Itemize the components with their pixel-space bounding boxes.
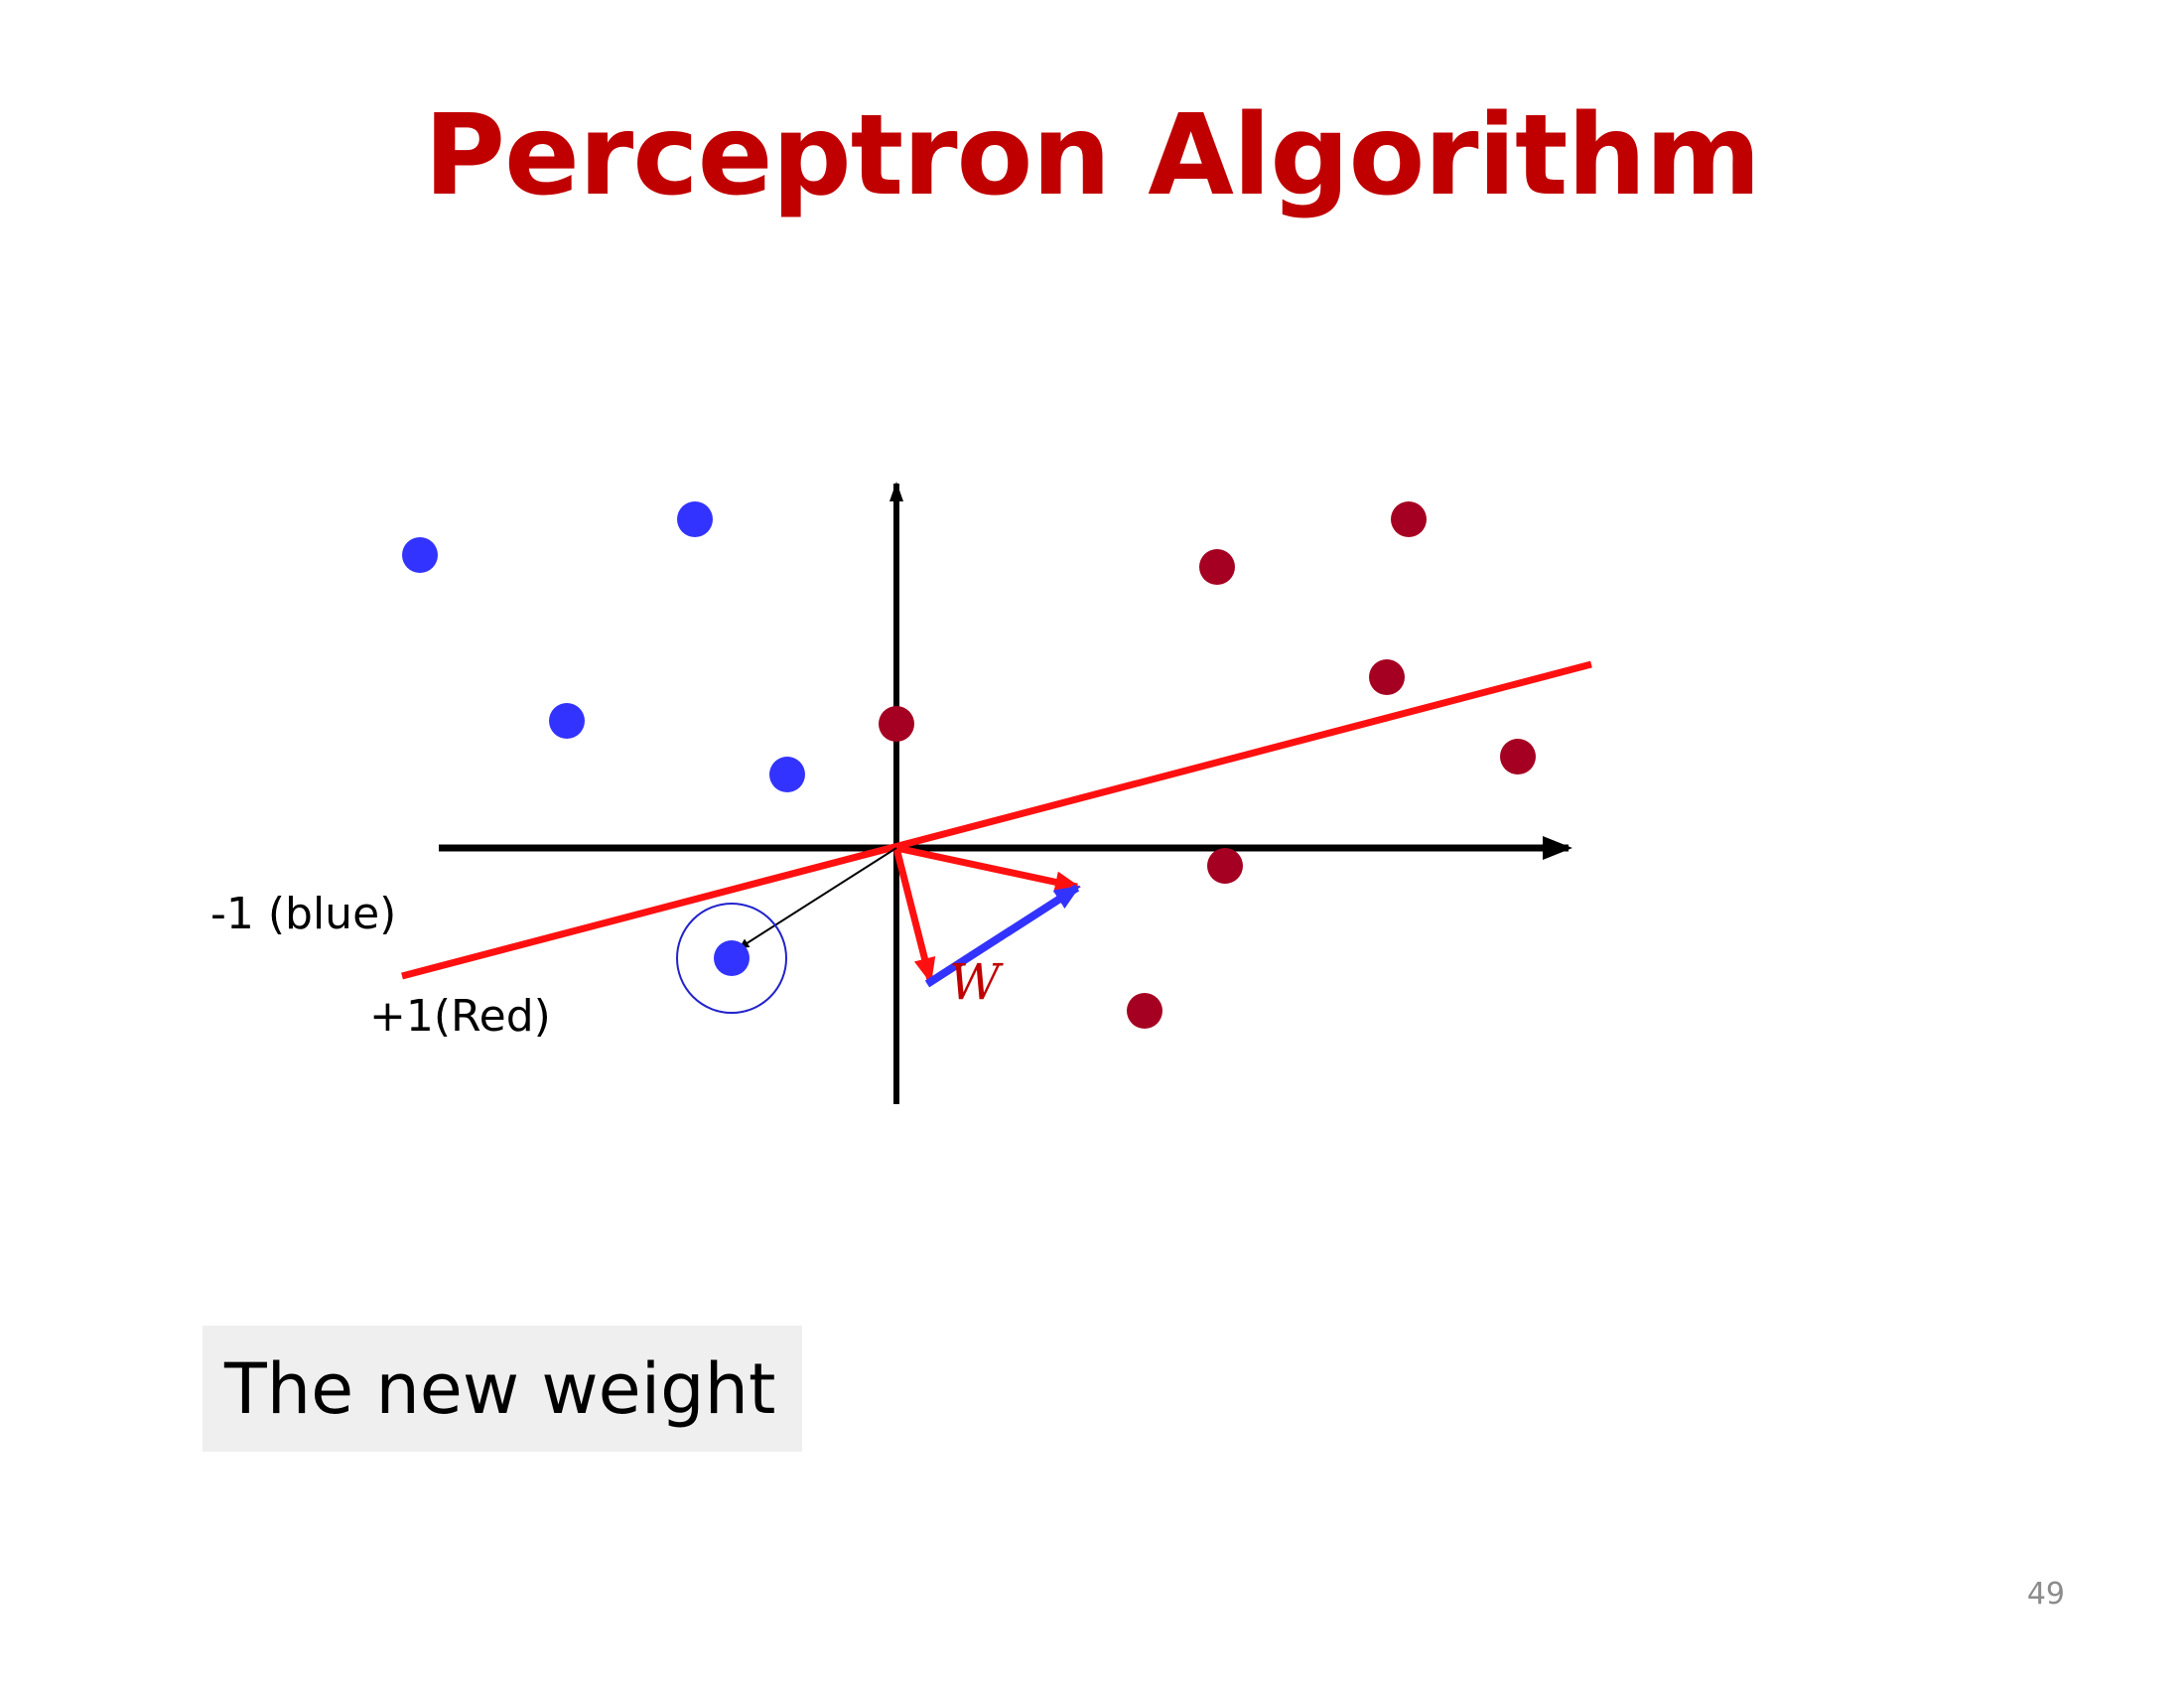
red-point — [1127, 993, 1162, 1029]
new-weight-vector — [892, 847, 936, 984]
red-point — [1500, 739, 1536, 774]
decision-boundary — [401, 660, 1592, 980]
blue-point — [402, 537, 438, 573]
misclassified-highlight-circle — [676, 903, 787, 1014]
blue-point — [677, 501, 713, 537]
blue-point — [549, 703, 585, 739]
red-point — [1391, 501, 1427, 537]
positive-class-label: +1(Red) — [369, 991, 551, 1042]
red-point — [1207, 848, 1243, 884]
blue-point — [769, 757, 805, 792]
red-point — [1199, 549, 1235, 585]
slide-title: Perceptron Algorithm — [423, 91, 1761, 220]
page-number: 49 — [2026, 1577, 2065, 1612]
misclassified-point-arrow — [739, 847, 897, 949]
red-point — [1369, 659, 1405, 695]
negative-class-label: -1 (blue) — [210, 889, 397, 939]
update-vector — [924, 884, 1081, 988]
caption-text: The new weight — [224, 1347, 776, 1430]
blue-point-misclassified — [714, 940, 750, 976]
weight-label: W — [949, 953, 1001, 1011]
red-point — [879, 706, 914, 742]
caption-box: The new weight — [203, 1326, 802, 1452]
old-weight-vector — [895, 844, 1081, 894]
